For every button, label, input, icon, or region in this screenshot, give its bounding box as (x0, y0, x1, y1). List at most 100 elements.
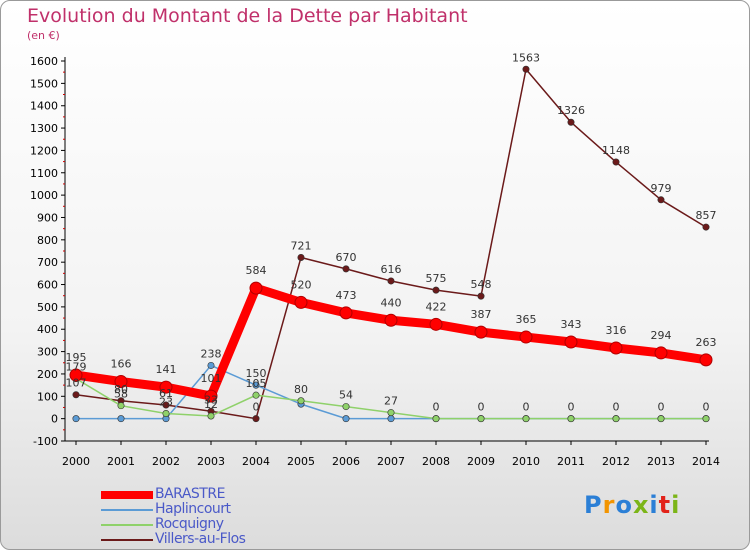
data-label-villers-au-flos: 61 (159, 387, 173, 400)
x-tick-label: 2012 (602, 455, 630, 468)
data-label-barastre: 422 (426, 300, 447, 313)
unit-label: (en €) (27, 29, 60, 42)
data-label-barastre: 141 (156, 363, 177, 376)
y-tick-label: 900 (37, 211, 58, 224)
logo-letter: x (632, 491, 650, 519)
data-label-villers-au-flos: 548 (471, 278, 492, 291)
legend-swatch-villers-au-flos (101, 539, 153, 541)
y-tick-label: 1000 (30, 189, 58, 202)
x-tick-label: 2000 (62, 455, 90, 468)
logo-letter: o (615, 491, 633, 519)
data-label-barastre: 343 (561, 318, 582, 331)
y-tick-label: 300 (37, 346, 58, 359)
data-label-villers-au-flos: 1148 (602, 144, 630, 157)
logo-letter: t (658, 491, 672, 519)
x-tick-label: 2001 (107, 455, 135, 468)
data-label-rocquigny: 105 (246, 377, 267, 390)
x-tick-label: 2014 (692, 455, 720, 468)
data-point-villers-au-flos (567, 118, 575, 126)
data-label-villers-au-flos: 979 (651, 182, 672, 195)
data-point-rocquigny (432, 415, 440, 423)
data-point-rocquigny (387, 409, 395, 417)
x-tick-label: 2004 (242, 455, 270, 468)
data-point-rocquigny (207, 412, 215, 420)
y-tick-label: 1100 (30, 167, 58, 180)
x-tick-label: 2002 (152, 455, 180, 468)
logo-letter: i (671, 491, 681, 519)
data-label-rocquigny: 23 (159, 396, 173, 409)
data-label-barastre: 101 (201, 372, 222, 385)
proxiti-logo[interactable]: Proxiti (584, 491, 680, 519)
data-point-villers-au-flos (162, 401, 170, 409)
y-tick-label: 500 (37, 301, 58, 314)
data-label-barastre: 195 (66, 351, 87, 364)
y-tick-label: 400 (37, 323, 58, 336)
data-point-barastre (384, 313, 398, 327)
y-tick-label: 1500 (30, 77, 58, 90)
y-tick-label: 1600 (30, 55, 58, 68)
data-label-barastre: 316 (606, 324, 627, 337)
x-tick-label: 2007 (377, 455, 405, 468)
data-point-barastre (339, 306, 353, 320)
data-point-villers-au-flos (387, 277, 395, 285)
data-point-barastre (654, 346, 668, 360)
data-label-rocquigny: 12 (204, 398, 218, 411)
x-tick-label: 2003 (197, 455, 225, 468)
data-point-barastre (429, 317, 443, 331)
data-point-rocquigny (612, 415, 620, 423)
data-label-villers-au-flos: 616 (381, 263, 402, 276)
legend-label-villers-au-flos: Villers-au-Flos (155, 531, 246, 547)
legend-swatch-rocquigny (101, 524, 153, 526)
data-label-villers-au-flos: 0 (253, 401, 260, 414)
data-label-rocquigny: 58 (114, 388, 128, 401)
data-label-rocquigny: 0 (613, 401, 620, 414)
data-label-barastre: 440 (381, 296, 402, 309)
data-label-barastre: 263 (696, 336, 717, 349)
data-point-rocquigny (342, 403, 350, 411)
x-tick-label: 2006 (332, 455, 360, 468)
data-point-barastre (204, 389, 218, 403)
data-label-villers-au-flos: 1563 (512, 51, 540, 64)
data-point-haplincourt (117, 415, 125, 423)
data-point-barastre (114, 375, 128, 389)
data-label-barastre: 387 (471, 308, 492, 321)
legend-label-barastre: BARASTRE (155, 486, 225, 502)
data-point-rocquigny (297, 397, 305, 405)
data-point-villers-au-flos (72, 391, 80, 399)
logo-letter: P (584, 491, 603, 519)
data-label-villers-au-flos: 575 (426, 272, 447, 285)
data-label-barastre: 166 (111, 358, 132, 371)
x-tick-label: 2005 (287, 455, 315, 468)
y-tick-label: 0 (51, 413, 58, 426)
data-label-villers-au-flos: 857 (696, 209, 717, 222)
y-tick-label: 100 (37, 390, 58, 403)
data-point-villers-au-flos (702, 223, 710, 231)
data-point-haplincourt (207, 361, 215, 369)
data-label-villers-au-flos: 721 (291, 239, 312, 252)
data-point-villers-au-flos (477, 292, 485, 300)
y-tick-label: -100 (33, 435, 58, 448)
data-label-barastre: 584 (246, 264, 267, 277)
x-tick-label: 2011 (557, 455, 585, 468)
logo-letter: i (649, 491, 659, 519)
data-point-rocquigny (117, 402, 125, 410)
data-point-rocquigny (252, 391, 260, 399)
x-tick-label: 2008 (422, 455, 450, 468)
data-point-rocquigny (702, 415, 710, 423)
legend-swatch-haplincourt (101, 509, 153, 511)
data-point-villers-au-flos (612, 158, 620, 166)
data-label-barastre: 520 (291, 278, 312, 291)
data-label-rocquigny: 0 (568, 401, 575, 414)
x-tick-label: 2009 (467, 455, 495, 468)
y-tick-label: 1200 (30, 144, 58, 157)
y-tick-label: 1300 (30, 122, 58, 135)
data-label-villers-au-flos: 1326 (557, 104, 585, 117)
data-label-barastre: 294 (651, 329, 672, 342)
data-label-rocquigny: 0 (433, 401, 440, 414)
data-point-barastre (69, 368, 83, 382)
data-point-rocquigny (567, 415, 575, 423)
data-point-haplincourt (387, 415, 395, 423)
data-point-barastre (159, 380, 173, 394)
